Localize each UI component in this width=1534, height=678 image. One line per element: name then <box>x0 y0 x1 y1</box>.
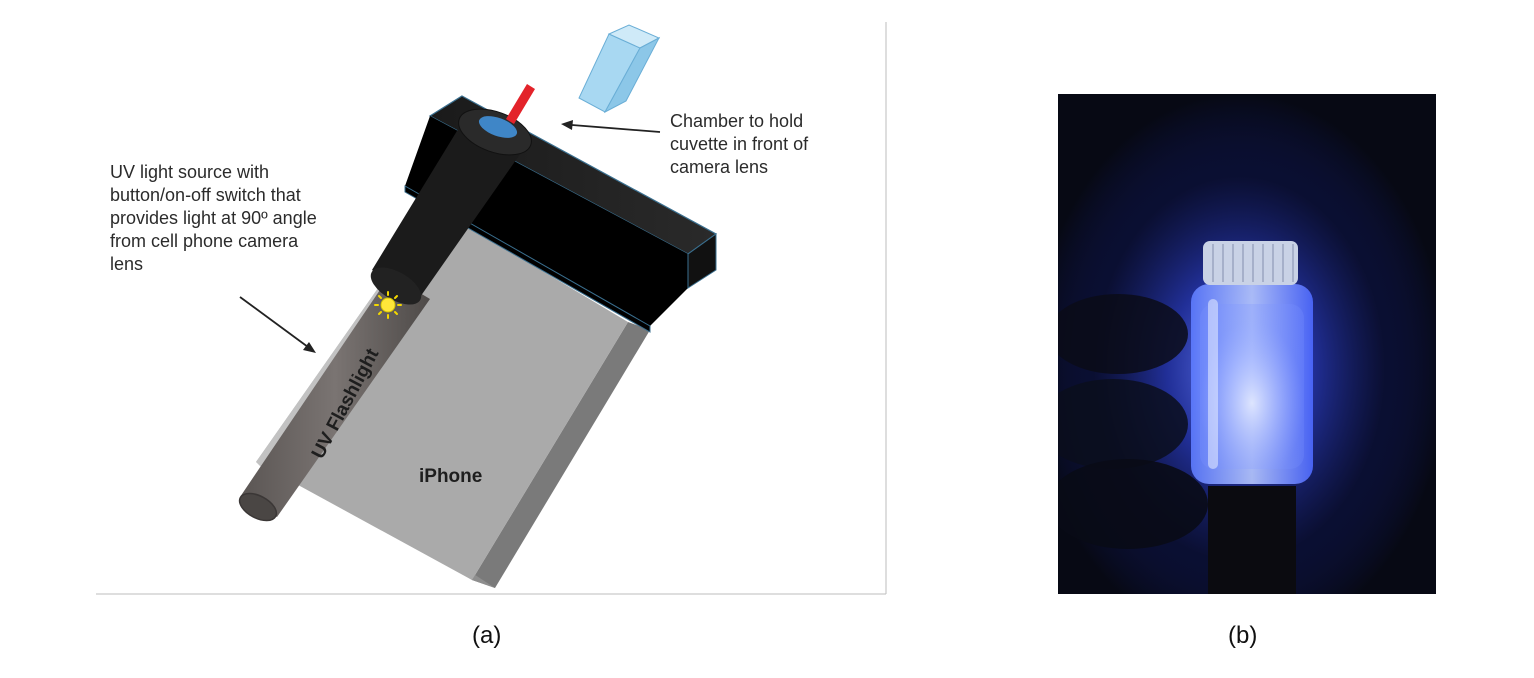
vial-highlight <box>1208 299 1218 469</box>
uv-pointer-arrow <box>239 296 316 353</box>
vial-liquid <box>1200 304 1304 469</box>
uv-led-icon <box>374 291 402 319</box>
phone-front-face <box>256 207 628 580</box>
device-diagram: UV Flashlight iPhone <box>96 22 887 595</box>
flashlight-head-bottom <box>370 267 422 305</box>
red-indicator-arrow <box>506 84 535 124</box>
flashlight-head-body <box>372 126 530 300</box>
caption-panel-b: (b) <box>1228 622 1258 649</box>
flashlight-end-rim <box>238 492 278 522</box>
cuvette-side <box>603 36 661 114</box>
uv-light-callout: UV light source with button/on-off switc… <box>110 162 317 274</box>
camera-lens-window <box>478 116 518 138</box>
finger-shadow <box>1058 459 1208 549</box>
cuvette <box>578 24 661 114</box>
fluorescent-vial-photo <box>1058 94 1436 594</box>
flashlight-holder <box>1208 486 1296 594</box>
caption-panel-a: (a) <box>472 622 502 649</box>
phone-side-face <box>472 322 650 588</box>
flashlight-body <box>238 275 430 522</box>
finger-shadow <box>1058 294 1188 374</box>
chamber-pointer-arrow <box>561 120 661 133</box>
chamber-side-face <box>687 233 717 289</box>
vial-cap <box>1203 241 1298 285</box>
finger-shadow <box>1058 379 1188 469</box>
flashlight-tube <box>240 275 430 517</box>
phone-label: iPhone <box>419 466 482 487</box>
chamber-callout: Chamber to hold cuvette in front of came… <box>670 111 809 177</box>
